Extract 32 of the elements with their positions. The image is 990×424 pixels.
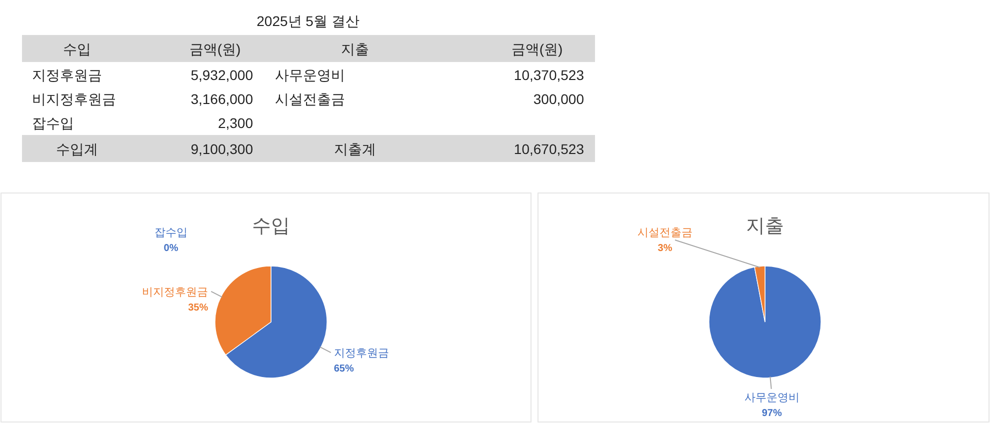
category-label: 잡수입 — [154, 227, 188, 239]
text: 사무운영비 — [275, 67, 345, 83]
text: 비지정후원금 — [32, 91, 116, 107]
text: 3,166,000 — [190, 91, 253, 107]
text: 10,370,523 — [514, 67, 584, 83]
text: 2,300 — [218, 115, 253, 131]
slice-label: 지정후원금 — [334, 348, 389, 360]
category-label: 금액(원) — [189, 41, 241, 57]
text: 지출계 — [334, 141, 376, 157]
text: 지정후원금 — [32, 67, 102, 83]
data-label: 35% — [188, 302, 208, 314]
text: 잡수입 — [32, 115, 74, 131]
slice-label: 시설전출금 — [638, 227, 692, 239]
text: 10,670,523 — [514, 141, 584, 157]
slice-label: 사무운영비 — [744, 392, 800, 404]
text: 2025년 5월 결산 — [256, 13, 360, 29]
chart-title: 지출 — [746, 216, 784, 237]
chart-title: 수입 — [252, 216, 290, 237]
text: 5,932,000 — [190, 67, 253, 83]
category-label: 지출 — [341, 41, 369, 57]
text: 수입계 — [56, 141, 98, 157]
data-label: 65% — [334, 364, 354, 375]
text: 300,000 — [533, 91, 584, 107]
category-label: 금액(원) — [511, 41, 563, 57]
text: 9,100,300 — [190, 141, 253, 157]
category-label: 수입 — [63, 41, 91, 57]
data-label: 97% — [762, 408, 782, 419]
data-label: 3% — [658, 243, 672, 254]
text: 시설전출금 — [275, 91, 345, 107]
text: 0% — [164, 243, 178, 254]
slice-label: 비지정후원금 — [142, 286, 208, 298]
pie-slice — [708, 266, 822, 378]
